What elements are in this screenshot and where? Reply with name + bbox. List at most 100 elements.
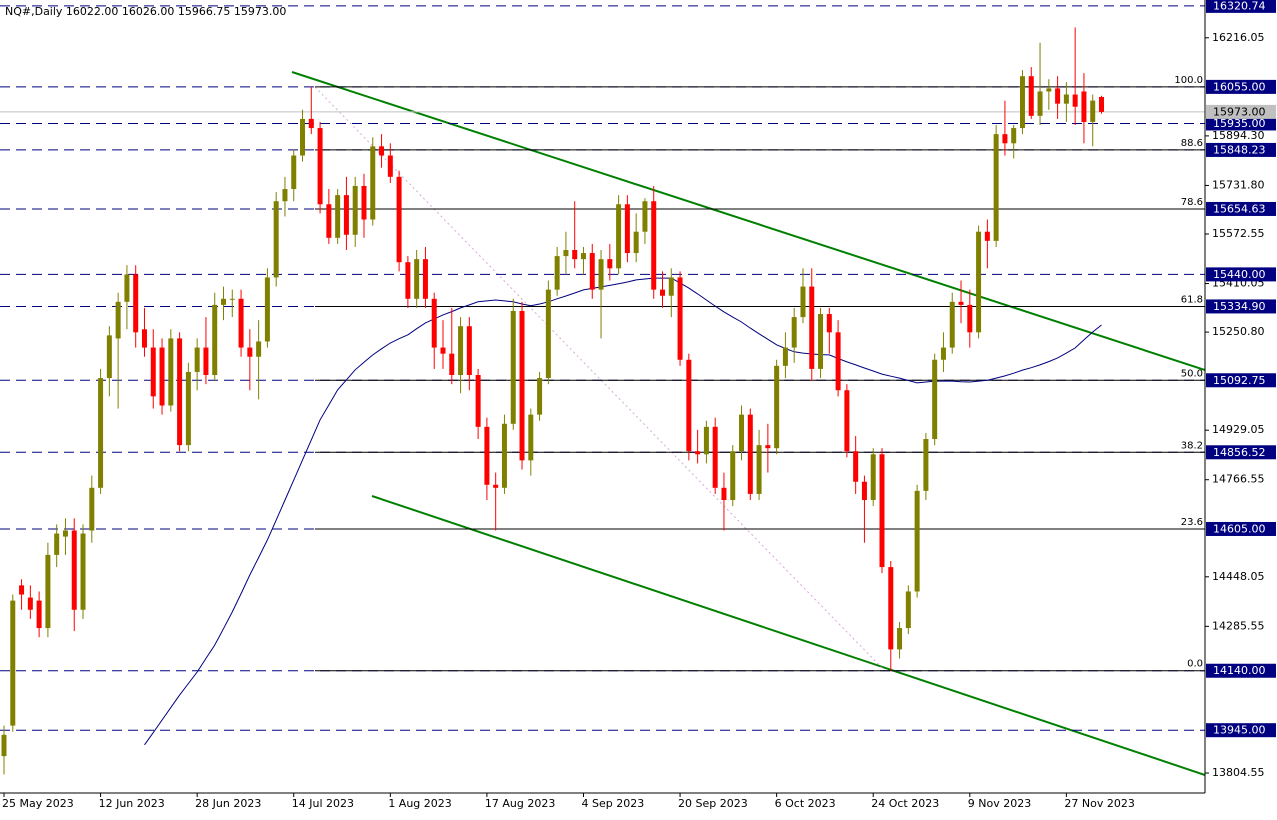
level-box bbox=[1206, 116, 1276, 131]
y-tick-label: 14929.05 bbox=[1212, 423, 1265, 436]
y-tick-label: 14285.55 bbox=[1212, 619, 1265, 632]
candle-body bbox=[71, 530, 77, 610]
candle-body bbox=[185, 371, 191, 446]
candle-body bbox=[660, 289, 665, 296]
level-label: 14140.00 bbox=[1213, 664, 1266, 677]
candle-body bbox=[993, 134, 999, 241]
candle-body bbox=[607, 259, 613, 269]
candle-body bbox=[774, 365, 780, 449]
candle-body bbox=[387, 155, 393, 177]
candle-body bbox=[27, 597, 33, 610]
candle-body bbox=[712, 426, 718, 488]
x-tick-label: 6 Oct 2023 bbox=[775, 797, 836, 810]
candle-body bbox=[519, 310, 525, 461]
candle-body bbox=[282, 189, 288, 202]
candle-body bbox=[932, 359, 938, 440]
candle-body bbox=[642, 201, 648, 232]
candle-body bbox=[1081, 91, 1087, 122]
candle-body bbox=[703, 426, 709, 455]
level-label: 16320.74 bbox=[1213, 0, 1266, 12]
fib-label: 0.0 bbox=[1187, 659, 1203, 670]
trendline bbox=[291, 71, 1205, 371]
level-label: 14856.52 bbox=[1213, 446, 1266, 459]
candle-body bbox=[800, 286, 806, 318]
candle-body bbox=[905, 591, 911, 629]
candle-body bbox=[1099, 96, 1104, 112]
x-tick-label: 12 Jun 2023 bbox=[99, 797, 165, 810]
level-box bbox=[1206, 445, 1276, 460]
candle-body bbox=[80, 533, 86, 610]
candle-body bbox=[1037, 91, 1043, 116]
candle-body bbox=[1028, 76, 1034, 116]
candle-body bbox=[870, 454, 876, 501]
candle-body bbox=[326, 204, 332, 238]
candle-body bbox=[545, 289, 551, 379]
y-tick-label: 14766.55 bbox=[1212, 473, 1265, 486]
candle-body bbox=[624, 204, 630, 254]
candle-body bbox=[414, 259, 420, 299]
candle-body bbox=[493, 484, 499, 488]
current-price-label: 15973.00 bbox=[1213, 105, 1266, 118]
fib-label: 78.6 bbox=[1181, 197, 1203, 208]
candle-body bbox=[1019, 76, 1025, 129]
candle-body bbox=[677, 277, 683, 360]
level-box bbox=[1206, 0, 1276, 13]
x-tick-label: 28 Jun 2023 bbox=[195, 797, 261, 810]
candle-body bbox=[221, 298, 226, 305]
x-tick-label: 27 Nov 2023 bbox=[1064, 797, 1134, 810]
candle-body bbox=[844, 390, 850, 452]
fib-label: 100.0 bbox=[1174, 75, 1203, 86]
candle-body bbox=[370, 146, 376, 220]
candle-body bbox=[203, 347, 209, 376]
level-label: 15092.75 bbox=[1213, 374, 1266, 387]
candle-body bbox=[449, 353, 455, 376]
candle-body bbox=[229, 298, 235, 300]
candle-body bbox=[537, 378, 543, 415]
candle-body bbox=[686, 359, 692, 452]
candle-body bbox=[826, 314, 832, 333]
candle-body bbox=[923, 439, 929, 491]
level-label: 15334.90 bbox=[1213, 300, 1266, 313]
candle-body bbox=[782, 347, 788, 366]
y-tick-label: 13804.55 bbox=[1212, 766, 1265, 779]
candle-body bbox=[616, 204, 622, 269]
candle-body bbox=[501, 423, 507, 488]
moving-average bbox=[144, 277, 1102, 746]
candle-body bbox=[861, 481, 867, 501]
candle-body bbox=[300, 118, 306, 156]
candle-body bbox=[1046, 88, 1052, 92]
y-tick-label: 14448.05 bbox=[1212, 570, 1265, 583]
candle-body bbox=[343, 195, 349, 235]
candle-body bbox=[89, 487, 95, 531]
candle-body bbox=[563, 250, 569, 257]
candle-body bbox=[1002, 134, 1008, 144]
candle-body bbox=[308, 118, 314, 129]
candle-body bbox=[335, 195, 341, 238]
candle-body bbox=[633, 231, 639, 254]
candle-body bbox=[730, 451, 736, 501]
candle-body bbox=[835, 332, 841, 391]
candle-body bbox=[967, 304, 973, 333]
level-label: 16055.00 bbox=[1213, 80, 1266, 93]
candle-body bbox=[273, 201, 279, 278]
candle-body bbox=[791, 317, 797, 348]
y-tick-label: 16216.05 bbox=[1212, 31, 1265, 44]
candle-body bbox=[949, 301, 955, 348]
level-box bbox=[1206, 723, 1276, 738]
plot-area bbox=[0, 5, 1205, 776]
candle-body bbox=[10, 600, 16, 726]
level-label: 15654.63 bbox=[1213, 202, 1266, 215]
candle-body bbox=[396, 176, 402, 263]
candle-body bbox=[133, 274, 139, 333]
x-tick-label: 1 Aug 2023 bbox=[388, 797, 451, 810]
candle-body bbox=[888, 567, 894, 650]
candle-body bbox=[19, 585, 25, 595]
candle-body bbox=[98, 378, 104, 488]
level-box bbox=[1206, 79, 1276, 94]
candle-body bbox=[528, 414, 534, 461]
candle-body bbox=[168, 338, 174, 406]
y-tick-label: 15572.55 bbox=[1212, 227, 1265, 240]
candle-body bbox=[747, 414, 753, 494]
candle-body bbox=[177, 338, 183, 446]
